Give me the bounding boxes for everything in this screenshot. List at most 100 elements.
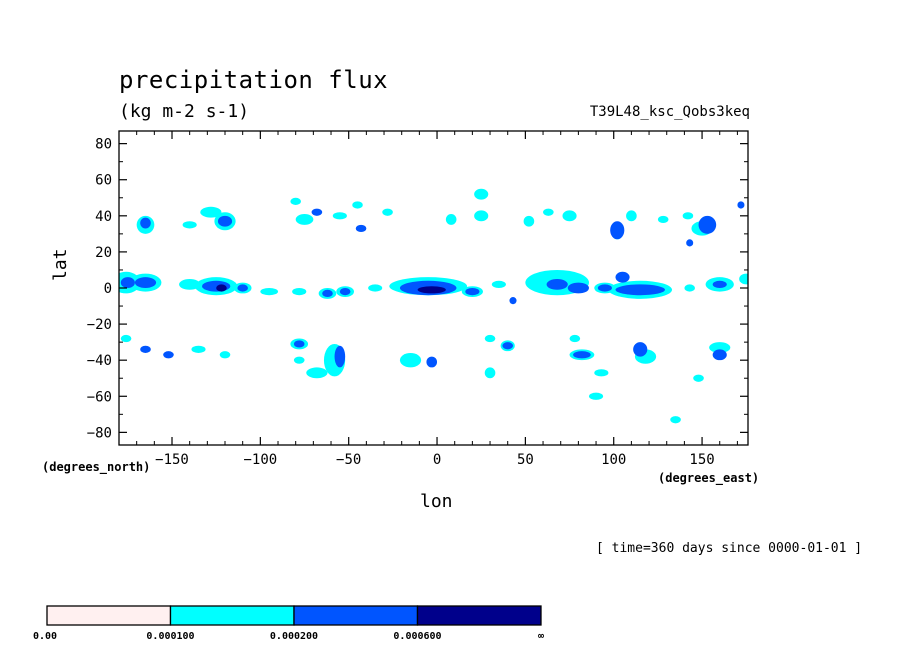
precip-contour-68 — [567, 282, 589, 294]
time-label: [ time=360 days since 0000-01-01 ] — [596, 541, 863, 556]
colorbar-label-4: ∞ — [538, 631, 544, 642]
precip-contour-88 — [633, 342, 648, 357]
precip-contour-55 — [709, 342, 731, 353]
precip-contour-77 — [610, 221, 625, 240]
precip-contour-71 — [615, 271, 630, 283]
precip-contour-89 — [712, 349, 727, 361]
precip-contour-69 — [597, 284, 612, 292]
precip-contour-72 — [712, 280, 727, 288]
precip-contour-81 — [140, 345, 151, 353]
precip-contour-86 — [502, 342, 514, 350]
precip-contour-79 — [686, 239, 694, 247]
precip-contour-67 — [546, 278, 568, 290]
x-tick-label: 50 — [517, 452, 534, 468]
precip-contour-75 — [311, 208, 323, 216]
precip-contour-84 — [334, 345, 346, 368]
precip-contour-70 — [615, 284, 665, 296]
y-tick-label: 60 — [95, 173, 112, 189]
y-axis-units: (degrees_north) — [42, 460, 151, 474]
x-tick-label: −150 — [155, 452, 189, 468]
precip-contour-46 — [399, 352, 422, 368]
precip-contour-32 — [543, 208, 554, 216]
precip-contour-41 — [219, 351, 231, 359]
precip-contour-83 — [293, 340, 305, 348]
colorbar-swatch-3 — [416, 605, 542, 626]
precip-contour-18 — [684, 284, 695, 292]
precip-contour-50 — [569, 334, 581, 343]
y-tick-label: 20 — [95, 245, 112, 261]
precip-contour-39 — [120, 334, 132, 343]
x-tick-label: 0 — [433, 452, 441, 468]
precip-contour-78 — [698, 215, 717, 234]
precip-contour-9 — [368, 284, 383, 292]
precip-contour-49 — [484, 367, 496, 379]
y-tick-label: −60 — [87, 389, 112, 405]
precip-contour-61 — [237, 284, 248, 292]
chart-subtitle: (kg m-2 s-1) — [119, 101, 250, 122]
precip-contour-33 — [562, 210, 577, 222]
precip-contour-60 — [202, 280, 231, 292]
precip-contour-17 — [739, 273, 748, 285]
colorbar-label-2: 0.000200 — [270, 631, 318, 642]
precip-contour-6 — [292, 288, 307, 296]
precip-contour-38 — [682, 212, 694, 220]
y-tick-label: −20 — [87, 317, 112, 333]
y-tick-label: 0 — [104, 281, 112, 297]
precip-contour-52 — [594, 369, 609, 377]
y-tick-label: −80 — [87, 425, 112, 441]
precip-contour-63 — [339, 288, 351, 296]
precip-contour-24 — [290, 197, 301, 205]
precip-contour-73 — [140, 217, 151, 229]
precip-contour-36 — [657, 215, 669, 224]
precip-contour-31 — [523, 215, 535, 227]
precip-contour-56 — [670, 416, 681, 424]
precip-contour-40 — [191, 345, 206, 353]
precip-contour-90 — [216, 284, 227, 292]
y-tick-label: −40 — [87, 353, 112, 369]
precip-contour-5 — [260, 288, 279, 296]
x-tick-label: 100 — [601, 452, 626, 468]
y-tick-label: 80 — [95, 137, 112, 153]
precip-contour-80 — [737, 201, 745, 209]
colorbar-swatch-1 — [169, 605, 295, 626]
x-tick-label: −100 — [243, 452, 277, 468]
precip-contour-35 — [626, 210, 637, 222]
x-axis-units: (degrees_east) — [658, 471, 760, 485]
precip-contour-26 — [352, 201, 363, 209]
precip-contour-53 — [588, 392, 604, 400]
precip-contour-45 — [306, 367, 328, 379]
precip-contour-12 — [491, 280, 506, 288]
precip-contour-2 — [179, 278, 201, 290]
x-tick-label: 150 — [689, 452, 714, 468]
colorbar-label-3: 0.000600 — [393, 631, 441, 642]
x-axis-label: lon — [420, 491, 453, 512]
precip-contour-22 — [182, 221, 197, 229]
precip-contour-59 — [120, 277, 135, 288]
colorbar-label-0: 0.00 — [33, 631, 57, 642]
precip-contour-85 — [426, 356, 438, 368]
colorbar-label-1: 0.000100 — [146, 631, 194, 642]
precip-contour-82 — [163, 351, 174, 359]
x-tick-label: −50 — [336, 452, 361, 468]
colorbar-swatch-0 — [46, 605, 172, 626]
precip-contour-65 — [465, 288, 480, 296]
precip-contour-47 — [484, 334, 496, 343]
precip-contour-29 — [474, 210, 489, 222]
precip-contour-76 — [355, 224, 367, 233]
precip-contour-62 — [322, 289, 333, 298]
precip-contour-23 — [295, 214, 314, 225]
precip-contour-66 — [509, 297, 517, 305]
precip-contour-25 — [332, 212, 347, 220]
colorbar-swatch-2 — [293, 605, 419, 626]
chart-title: precipitation flux — [119, 66, 389, 94]
precip-contour-20 — [200, 206, 222, 218]
precip-contour-30 — [474, 188, 489, 200]
precip-contour-57 — [693, 374, 704, 382]
precip-contour-87 — [573, 351, 591, 359]
run-label: T39L48_ksc_Qobs3keq — [589, 104, 750, 120]
precip-contour-43 — [293, 356, 305, 364]
precip-contour-74 — [217, 215, 233, 227]
precip-contour-28 — [445, 214, 457, 225]
precip-contour-91 — [417, 286, 446, 294]
